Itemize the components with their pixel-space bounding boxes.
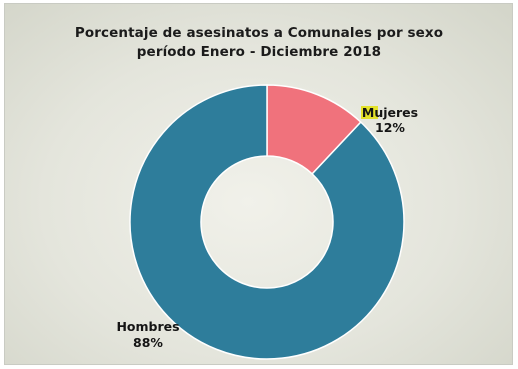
value-mujeres: 12%: [375, 120, 405, 135]
chart-subtitle: período Enero - Diciembre 2018: [136, 44, 382, 60]
chart-title: Porcentaje de asesinatos a Comunales por…: [74, 25, 444, 41]
label-hombres: Hombres: [116, 319, 179, 334]
slice-hombres: [129, 84, 405, 360]
label-mujeres: Mujeres: [362, 105, 418, 120]
value-hombres: 88%: [133, 335, 163, 350]
mujeres-label-highlight: [361, 106, 378, 119]
